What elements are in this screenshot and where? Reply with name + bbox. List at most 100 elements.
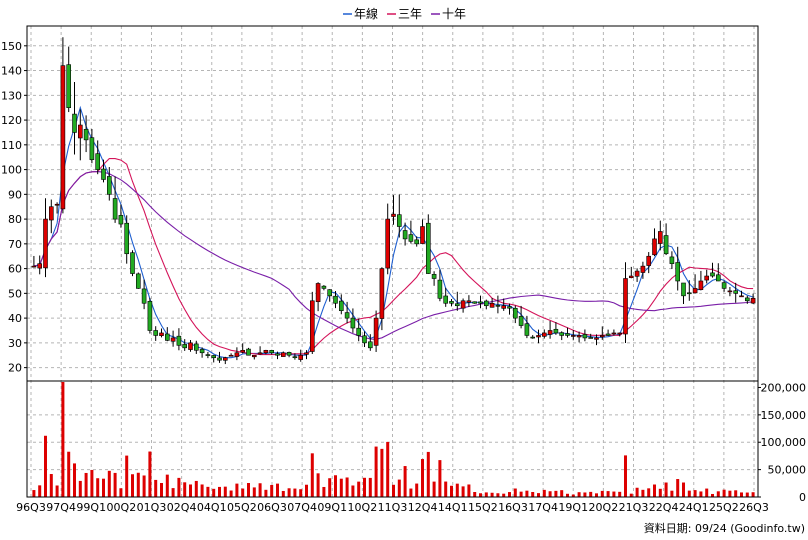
y-tick-label: 140: [1, 65, 22, 78]
candle-up: [170, 337, 176, 342]
candle-down: [449, 301, 454, 304]
candle-up: [617, 332, 623, 335]
candle-down: [669, 256, 675, 264]
volume-bar: [136, 472, 140, 497]
x-tick-label: 02Q4: [167, 501, 197, 514]
candle-down: [182, 344, 187, 349]
candle-down: [147, 300, 153, 331]
volume-bar: [467, 484, 471, 497]
candle-up: [541, 332, 547, 337]
volume-bar: [426, 451, 430, 497]
candle-down: [565, 333, 570, 336]
candle-up: [159, 332, 164, 336]
x-tick-label: 99Q1: [76, 501, 106, 514]
volume-bar: [647, 488, 651, 497]
volume-bar: [78, 480, 82, 497]
ma-line: [33, 171, 754, 340]
volume-bar: [699, 491, 703, 497]
candle-down: [211, 355, 216, 359]
candle-down: [681, 282, 686, 297]
x-tick-label: 12Q4: [408, 501, 438, 514]
candle-up: [315, 283, 321, 303]
volume-bar: [218, 486, 221, 497]
candle-down: [89, 137, 95, 160]
volume-bar: [531, 491, 535, 497]
volume-bar: [397, 479, 401, 497]
volume-bar: [160, 482, 163, 497]
candle-down: [66, 64, 71, 108]
volume-bar: [629, 493, 633, 497]
axes: 150 140 130 120 110 100 90 80 70 60 50 40 30 20 200,00…: [1, 25, 807, 514]
candle-down: [269, 350, 275, 354]
candle-up: [60, 65, 66, 210]
x-tick-label: 15Q2: [468, 501, 498, 514]
candle-down: [559, 332, 565, 336]
ma-line: [33, 158, 754, 356]
volume-bar: [548, 491, 552, 497]
volume-bar: [508, 492, 511, 497]
candle-up: [466, 300, 472, 303]
volume-bar: [589, 491, 593, 497]
candle-down: [72, 113, 77, 133]
volume-bar: [670, 490, 674, 497]
candle-down: [454, 303, 460, 307]
candle-down: [124, 222, 129, 255]
candle-down: [431, 274, 437, 279]
candle-down: [327, 289, 333, 297]
x-tick-label: 19Q1: [558, 501, 588, 514]
volume-bar: [693, 490, 697, 497]
volume-bar: [687, 490, 691, 497]
x-tick-label: 17Q4: [528, 501, 558, 514]
volume-bar: [264, 489, 268, 497]
y-tick-label: 30: [8, 337, 22, 350]
moving-average-lines: [33, 105, 754, 359]
vol-tick-label: 100,000: [761, 436, 807, 449]
volume-bar: [252, 487, 256, 497]
volume-bar: [258, 483, 262, 497]
volume-bar: [363, 477, 366, 497]
vol-tick-label: 200,000: [761, 381, 807, 394]
volume-bar: [705, 488, 709, 497]
candle-down: [350, 317, 356, 329]
y-tick-label: 60: [8, 263, 22, 276]
volume-bar: [374, 446, 378, 497]
volume-bar: [212, 488, 216, 497]
candle-down: [425, 222, 431, 274]
volume-bar: [722, 489, 726, 497]
candle-up: [37, 263, 43, 269]
volume-bar: [299, 489, 303, 497]
volume-bar: [131, 474, 134, 497]
volume-bar: [583, 492, 587, 497]
volume-bar: [223, 486, 227, 497]
volume-bar: [682, 482, 685, 497]
candle-down: [518, 316, 524, 326]
volume-bar: [67, 451, 71, 497]
candle-down: [199, 349, 205, 354]
volume-bar: [392, 484, 395, 497]
volume-bar: [171, 488, 175, 497]
volume-bar: [513, 488, 517, 497]
volume-bar: [566, 493, 569, 497]
volume-bar: [612, 491, 616, 497]
candle-down: [246, 348, 251, 356]
volume-bar: [635, 487, 639, 497]
candle-down: [437, 279, 443, 299]
candle-down: [507, 306, 512, 309]
volume-bar: [595, 493, 598, 497]
volume-bar: [658, 488, 662, 497]
y-tick-label: 20: [8, 362, 22, 375]
volume-bar: [641, 489, 645, 497]
volume-bar: [751, 492, 755, 497]
y-tick-label: 50: [8, 287, 22, 300]
volume-bar: [247, 483, 250, 497]
legend-item: 三年: [398, 7, 422, 21]
volume-bar: [310, 453, 314, 497]
y-tick-label: 100: [1, 164, 22, 177]
volume-bar: [334, 475, 337, 497]
vol-tick-label: 150,000: [761, 409, 807, 422]
x-tick-label: 07Q4: [287, 501, 317, 514]
volume-bar: [73, 463, 76, 497]
volume-bar: [444, 481, 448, 497]
volume-bar: [745, 492, 749, 497]
candle-down: [686, 292, 692, 295]
